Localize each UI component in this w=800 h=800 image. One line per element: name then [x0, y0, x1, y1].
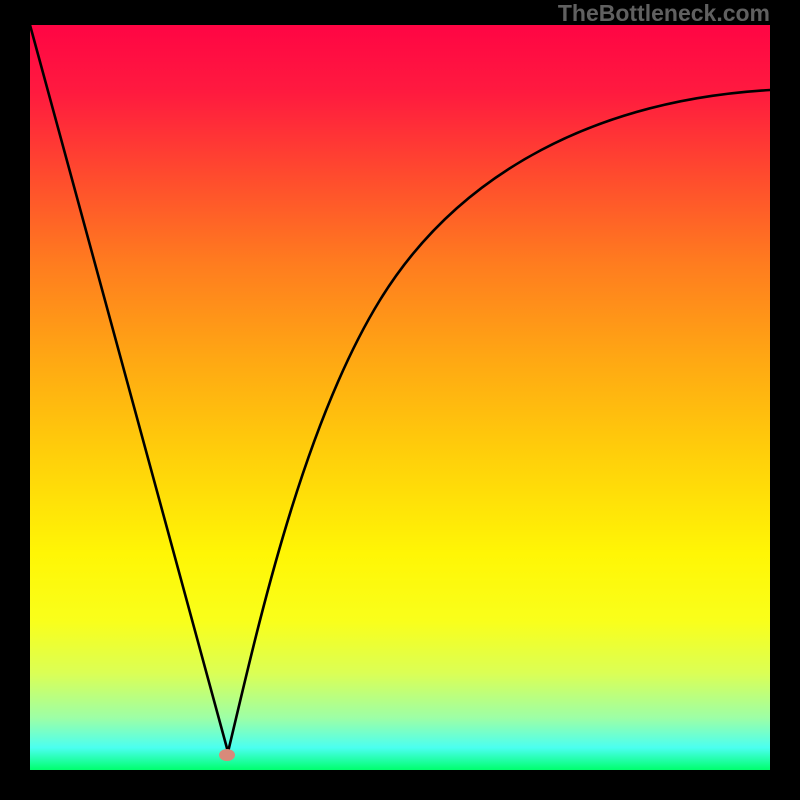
watermark-text: TheBottleneck.com — [558, 0, 770, 27]
plot-area — [30, 25, 770, 770]
bottleneck-curve — [30, 25, 770, 770]
